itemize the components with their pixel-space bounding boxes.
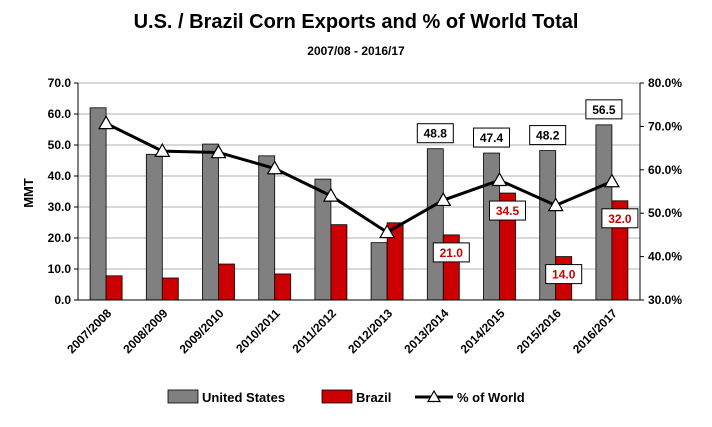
data-label: 34.5 xyxy=(496,204,520,218)
legend-label: Brazil xyxy=(356,390,391,405)
y-tick-label: 0.0 xyxy=(54,293,71,307)
x-tick-label: 2016/2017 xyxy=(570,306,620,356)
x-tick-label: 2011/2012 xyxy=(289,306,339,356)
y2-tick-label: 80.0% xyxy=(648,76,682,90)
data-labels-layer: 48.8 47.4 48.2 56.5 21.0 34.5 14.0 32.0 xyxy=(416,99,639,285)
y2-tick-label: 30.0% xyxy=(648,293,682,307)
triangle-marker xyxy=(322,187,339,202)
y2-tick-label: 50.0% xyxy=(648,206,682,220)
x-tick-label: 2013/2014 xyxy=(401,306,451,356)
x-tick-label: 2007/2008 xyxy=(64,306,114,356)
bar-united-states xyxy=(483,152,500,301)
bar-brazil xyxy=(161,277,179,301)
x-tick-label: 2012/2013 xyxy=(345,306,395,356)
legend-swatch-united-states xyxy=(167,389,199,404)
y-tick-label: 50.0 xyxy=(48,138,72,152)
chart-title: U.S. / Brazil Corn Exports and % of Worl… xyxy=(134,11,579,33)
chart-subtitle: 2007/08 - 2016/17 xyxy=(307,44,405,58)
data-label-box xyxy=(432,242,470,263)
bar-united-states xyxy=(370,242,388,301)
y2-tick-label: 60.0% xyxy=(648,163,682,177)
y-tick-label: 30.0 xyxy=(48,200,72,214)
triangle-marker xyxy=(547,197,564,212)
data-label-box xyxy=(416,123,454,144)
triangle-marker xyxy=(435,191,452,207)
line-percent-of-world xyxy=(105,122,613,235)
triangle-marker xyxy=(210,144,227,159)
data-label: 14.0 xyxy=(552,268,576,282)
data-label: 32.0 xyxy=(608,212,632,226)
legend-triangle-marker xyxy=(426,389,442,403)
line-layer xyxy=(98,115,620,239)
y-tick-label: 10.0 xyxy=(48,262,72,276)
x-tick-label: 2014/2015 xyxy=(458,306,508,356)
data-label-box xyxy=(545,264,583,285)
legend-label: United States xyxy=(202,390,285,405)
x-tick-label: 2009/2010 xyxy=(177,306,227,356)
x-tick-label: 2015/2016 xyxy=(514,306,564,356)
data-label: 56.5 xyxy=(592,103,616,117)
data-label: 48.2 xyxy=(536,129,560,143)
bar-united-states xyxy=(145,153,163,301)
x-tick-label: 2010/2011 xyxy=(233,306,283,356)
bar-united-states xyxy=(426,148,444,301)
data-label: 47.4 xyxy=(480,131,504,145)
bar-brazil xyxy=(218,263,235,301)
y-tick-label: 60.0 xyxy=(48,107,72,121)
y-tick-label: 40.0 xyxy=(48,169,72,183)
bar-united-states xyxy=(258,155,276,301)
data-label-box xyxy=(529,125,567,146)
bar-brazil xyxy=(330,224,348,301)
y-tick-label: 20.0 xyxy=(48,231,72,245)
y2-tick-label: 70.0% xyxy=(648,119,682,133)
triangle-marker xyxy=(98,115,115,130)
data-label: 48.8 xyxy=(424,127,448,141)
triangle-marker xyxy=(266,160,283,175)
legend-swatch-brazil xyxy=(321,389,353,404)
y-axis-title: MMT xyxy=(21,178,36,208)
y-tick-label: 70.0 xyxy=(48,76,72,90)
y2-tick-label: 40.0% xyxy=(648,250,682,264)
triangle-marker xyxy=(603,173,620,188)
legend: United States Brazil % of World xyxy=(167,389,525,405)
bar-brazil xyxy=(105,275,123,301)
bar-united-states xyxy=(202,143,219,301)
triangle-marker xyxy=(154,142,171,157)
x-tick-label: 2008/2009 xyxy=(120,306,170,356)
legend-label: % of World xyxy=(457,390,525,405)
data-label-box xyxy=(473,127,510,148)
data-label: 21.0 xyxy=(440,246,464,260)
triangle-marker xyxy=(379,224,396,239)
data-label-box xyxy=(585,99,623,120)
gridlines xyxy=(78,82,640,301)
data-label-box xyxy=(601,208,639,229)
bar-united-states xyxy=(89,107,107,301)
triangle-marker xyxy=(491,172,508,187)
data-label-box xyxy=(489,200,526,221)
bar-brazil xyxy=(274,273,292,301)
